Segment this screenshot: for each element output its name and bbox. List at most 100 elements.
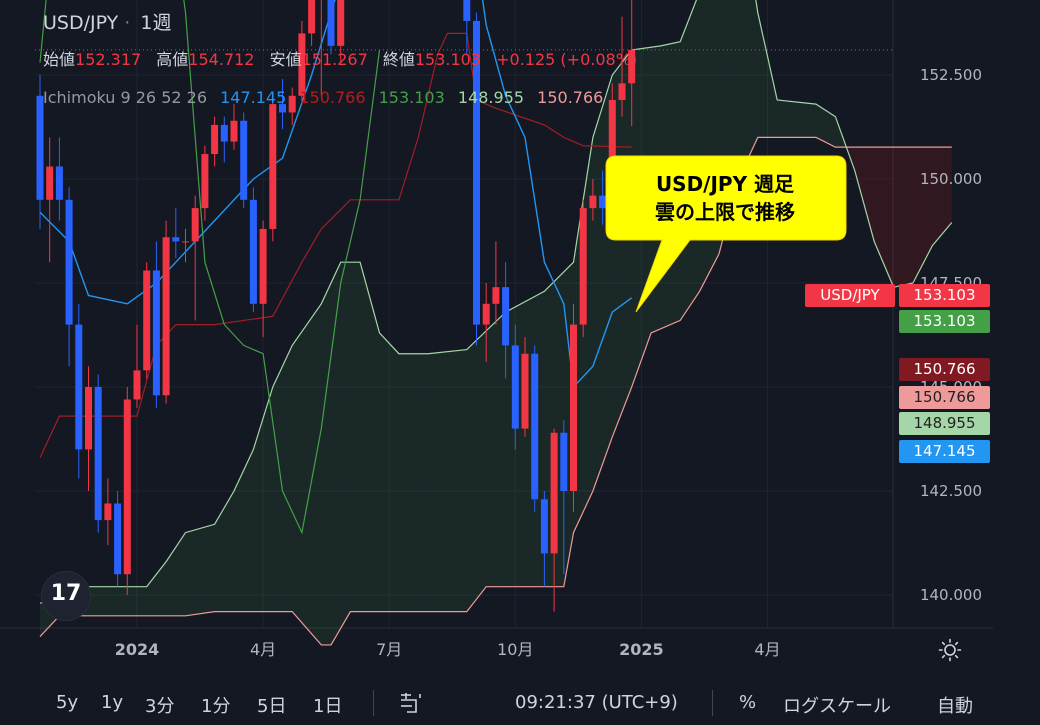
- cloud-segment: [558, 274, 562, 587]
- cloud-segment: [762, 34, 766, 138]
- cloud-segment: [112, 586, 116, 616]
- indicator-legend[interactable]: Ichimoku 9 26 52 26 147.145 150.766 153.…: [43, 88, 611, 107]
- cloud-segment: [866, 147, 870, 224]
- cloud-segment: [270, 387, 273, 612]
- cloud-segment: [428, 353, 431, 612]
- candle-body: [492, 287, 500, 304]
- candlesticks: [36, 0, 636, 612]
- cloud-segment: [457, 350, 460, 612]
- cloud-segment: [309, 317, 312, 634]
- cloud-segment: [617, 65, 620, 425]
- cloud-segment: [120, 586, 123, 616]
- cloud-segment: [403, 353, 407, 612]
- symbol-title[interactable]: USD/JPY · 1週: [43, 8, 171, 35]
- candle-body: [201, 154, 209, 209]
- cloud-segment: [379, 332, 382, 612]
- cloud-segment: [600, 106, 603, 471]
- cloud-segment: [219, 511, 222, 612]
- indicator-value-tenkan: 147.145: [220, 88, 287, 107]
- range-1m-button[interactable]: 1分: [201, 696, 231, 717]
- cloud-segment: [862, 147, 865, 207]
- candle-body: [482, 303, 490, 325]
- cloud-segment: [869, 147, 872, 233]
- cloud-segment: [735, 0, 739, 189]
- candle-body: [114, 503, 122, 575]
- cloud-segment: [939, 147, 943, 237]
- log-scale-button[interactable]: ログスケール: [783, 696, 891, 717]
- date-range-icon[interactable]: [398, 692, 424, 716]
- cloud-segment: [243, 465, 247, 612]
- cloud-segment: [745, 0, 749, 164]
- cloud-segment: [95, 586, 99, 616]
- cloud-segment: [597, 114, 601, 478]
- cloud-segment: [757, 12, 761, 138]
- callout-bubble: [605, 155, 847, 313]
- cloud-segment: [592, 129, 596, 491]
- candle-body: [628, 49, 636, 84]
- range-5y-button[interactable]: 5y: [56, 692, 79, 713]
- cloud-segment: [127, 586, 130, 616]
- gear-icon[interactable]: [938, 638, 962, 662]
- cloud-segment: [117, 586, 121, 616]
- cloud-segment: [331, 277, 334, 645]
- cloud-segment: [394, 348, 397, 612]
- cloud-segment: [158, 567, 162, 616]
- cloud-segment: [234, 485, 237, 612]
- cloud-segment: [874, 147, 877, 248]
- cloud-segment: [488, 326, 492, 587]
- candle-body: [279, 104, 286, 113]
- cloud-segment: [857, 147, 860, 189]
- cloud-segment: [908, 147, 911, 285]
- cloud-segment: [823, 108, 826, 143]
- cloud-segment: [752, 0, 756, 148]
- percent-scale-button[interactable]: %: [739, 692, 757, 713]
- price-axis[interactable]: 140.000142.500145.000147.500150.000152.5…: [920, 0, 982, 604]
- cloud-segment: [922, 147, 926, 265]
- cloud-segment: [103, 586, 106, 616]
- auto-scale-button[interactable]: 自動: [937, 696, 973, 717]
- cloud-segment: [156, 571, 159, 616]
- cloud-segment: [166, 558, 169, 616]
- candle-body: [220, 124, 228, 142]
- cloud-segment: [520, 303, 523, 587]
- ichimoku-cloud: [40, 0, 952, 645]
- cloud-segment: [282, 361, 285, 612]
- cloud-segment: [505, 310, 509, 587]
- cloud-segment: [835, 116, 838, 148]
- range-5d-button[interactable]: 5日: [257, 696, 287, 717]
- cloud-segment: [740, 0, 744, 174]
- candle-body: [123, 399, 131, 575]
- candle-body: [599, 195, 607, 209]
- tradingview-logo[interactable]: 17: [41, 571, 91, 621]
- cloud-segment: [447, 351, 450, 612]
- cloud-segment: [246, 459, 249, 612]
- cloud-segment: [280, 366, 283, 612]
- candle-body: [531, 353, 539, 500]
- cloud-segment: [791, 101, 795, 138]
- cloud-segment: [301, 328, 305, 626]
- cloud-segment: [464, 349, 467, 612]
- range-1y-button[interactable]: 1y: [101, 692, 124, 713]
- cloud-segment: [314, 310, 317, 640]
- candle-body: [133, 370, 141, 400]
- range-1d-button[interactable]: 1日: [313, 696, 343, 717]
- cloud-segment: [818, 105, 821, 140]
- cloud-segment: [253, 441, 256, 612]
- cloud-segment: [129, 586, 133, 616]
- cloud-segment: [777, 99, 780, 138]
- cloud-segment: [425, 353, 428, 612]
- clock-readout[interactable]: 09:21:37 (UTC+9): [515, 692, 678, 713]
- cloud-segment: [566, 267, 569, 574]
- cloud-segment: [590, 137, 593, 497]
- cloud-segment: [697, 0, 700, 295]
- price-tag-close: 153.103: [899, 284, 990, 307]
- cloud-segment: [357, 262, 361, 612]
- price-tick-label: 142.500: [920, 482, 982, 500]
- range-3m-button[interactable]: 3分: [145, 696, 175, 717]
- cloud-segment: [178, 539, 181, 616]
- cloud-segment: [299, 331, 302, 623]
- time-axis[interactable]: 2024 4月 7月 10月 2025 4月: [115, 640, 781, 659]
- cloud-segment: [369, 297, 373, 612]
- candle-body: [473, 20, 480, 325]
